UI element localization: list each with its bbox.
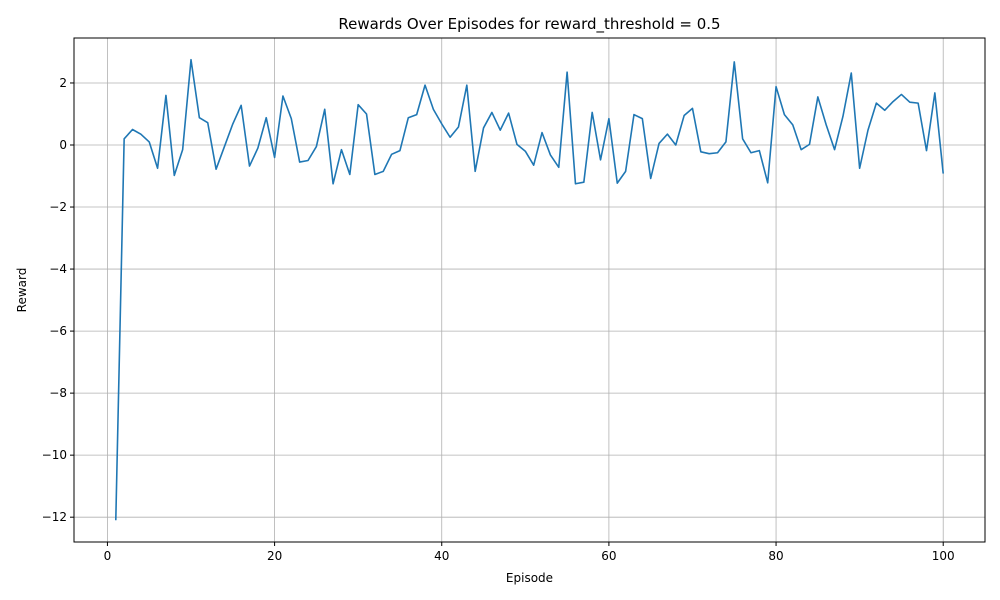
- x-tick-label: 100: [932, 549, 955, 563]
- series-line-0: [114, 58, 945, 521]
- chart-title: Rewards Over Episodes for reward_thresho…: [338, 15, 720, 34]
- y-tick-label: −10: [42, 448, 67, 462]
- y-tick-label: −4: [49, 262, 67, 276]
- x-tick-label: 80: [768, 549, 783, 563]
- plot-area-frame: [73, 37, 986, 543]
- x-axis-label: Episode: [506, 571, 553, 585]
- x-tick-label: 60: [601, 549, 616, 563]
- y-tick-label: −6: [49, 324, 67, 338]
- series-points-0: [115, 59, 944, 521]
- grid: [74, 38, 985, 542]
- y-tick-label: −12: [42, 510, 67, 524]
- y-tick-label: 0: [59, 138, 67, 152]
- x-tick-label: 40: [434, 549, 449, 563]
- y-axis-label: Reward: [15, 268, 29, 313]
- y-ticks: −12 −10 −8 −6 −4 −2 0 2: [42, 76, 74, 524]
- x-tick-label: 20: [267, 549, 282, 563]
- y-tick-label: −2: [49, 200, 67, 214]
- y-tick-label: −8: [49, 386, 67, 400]
- y-tick-label: 2: [59, 76, 67, 90]
- x-ticks: 0 20 40 60 80 100: [104, 542, 955, 563]
- x-tick-label: 0: [104, 549, 112, 563]
- series-layer: [114, 58, 945, 521]
